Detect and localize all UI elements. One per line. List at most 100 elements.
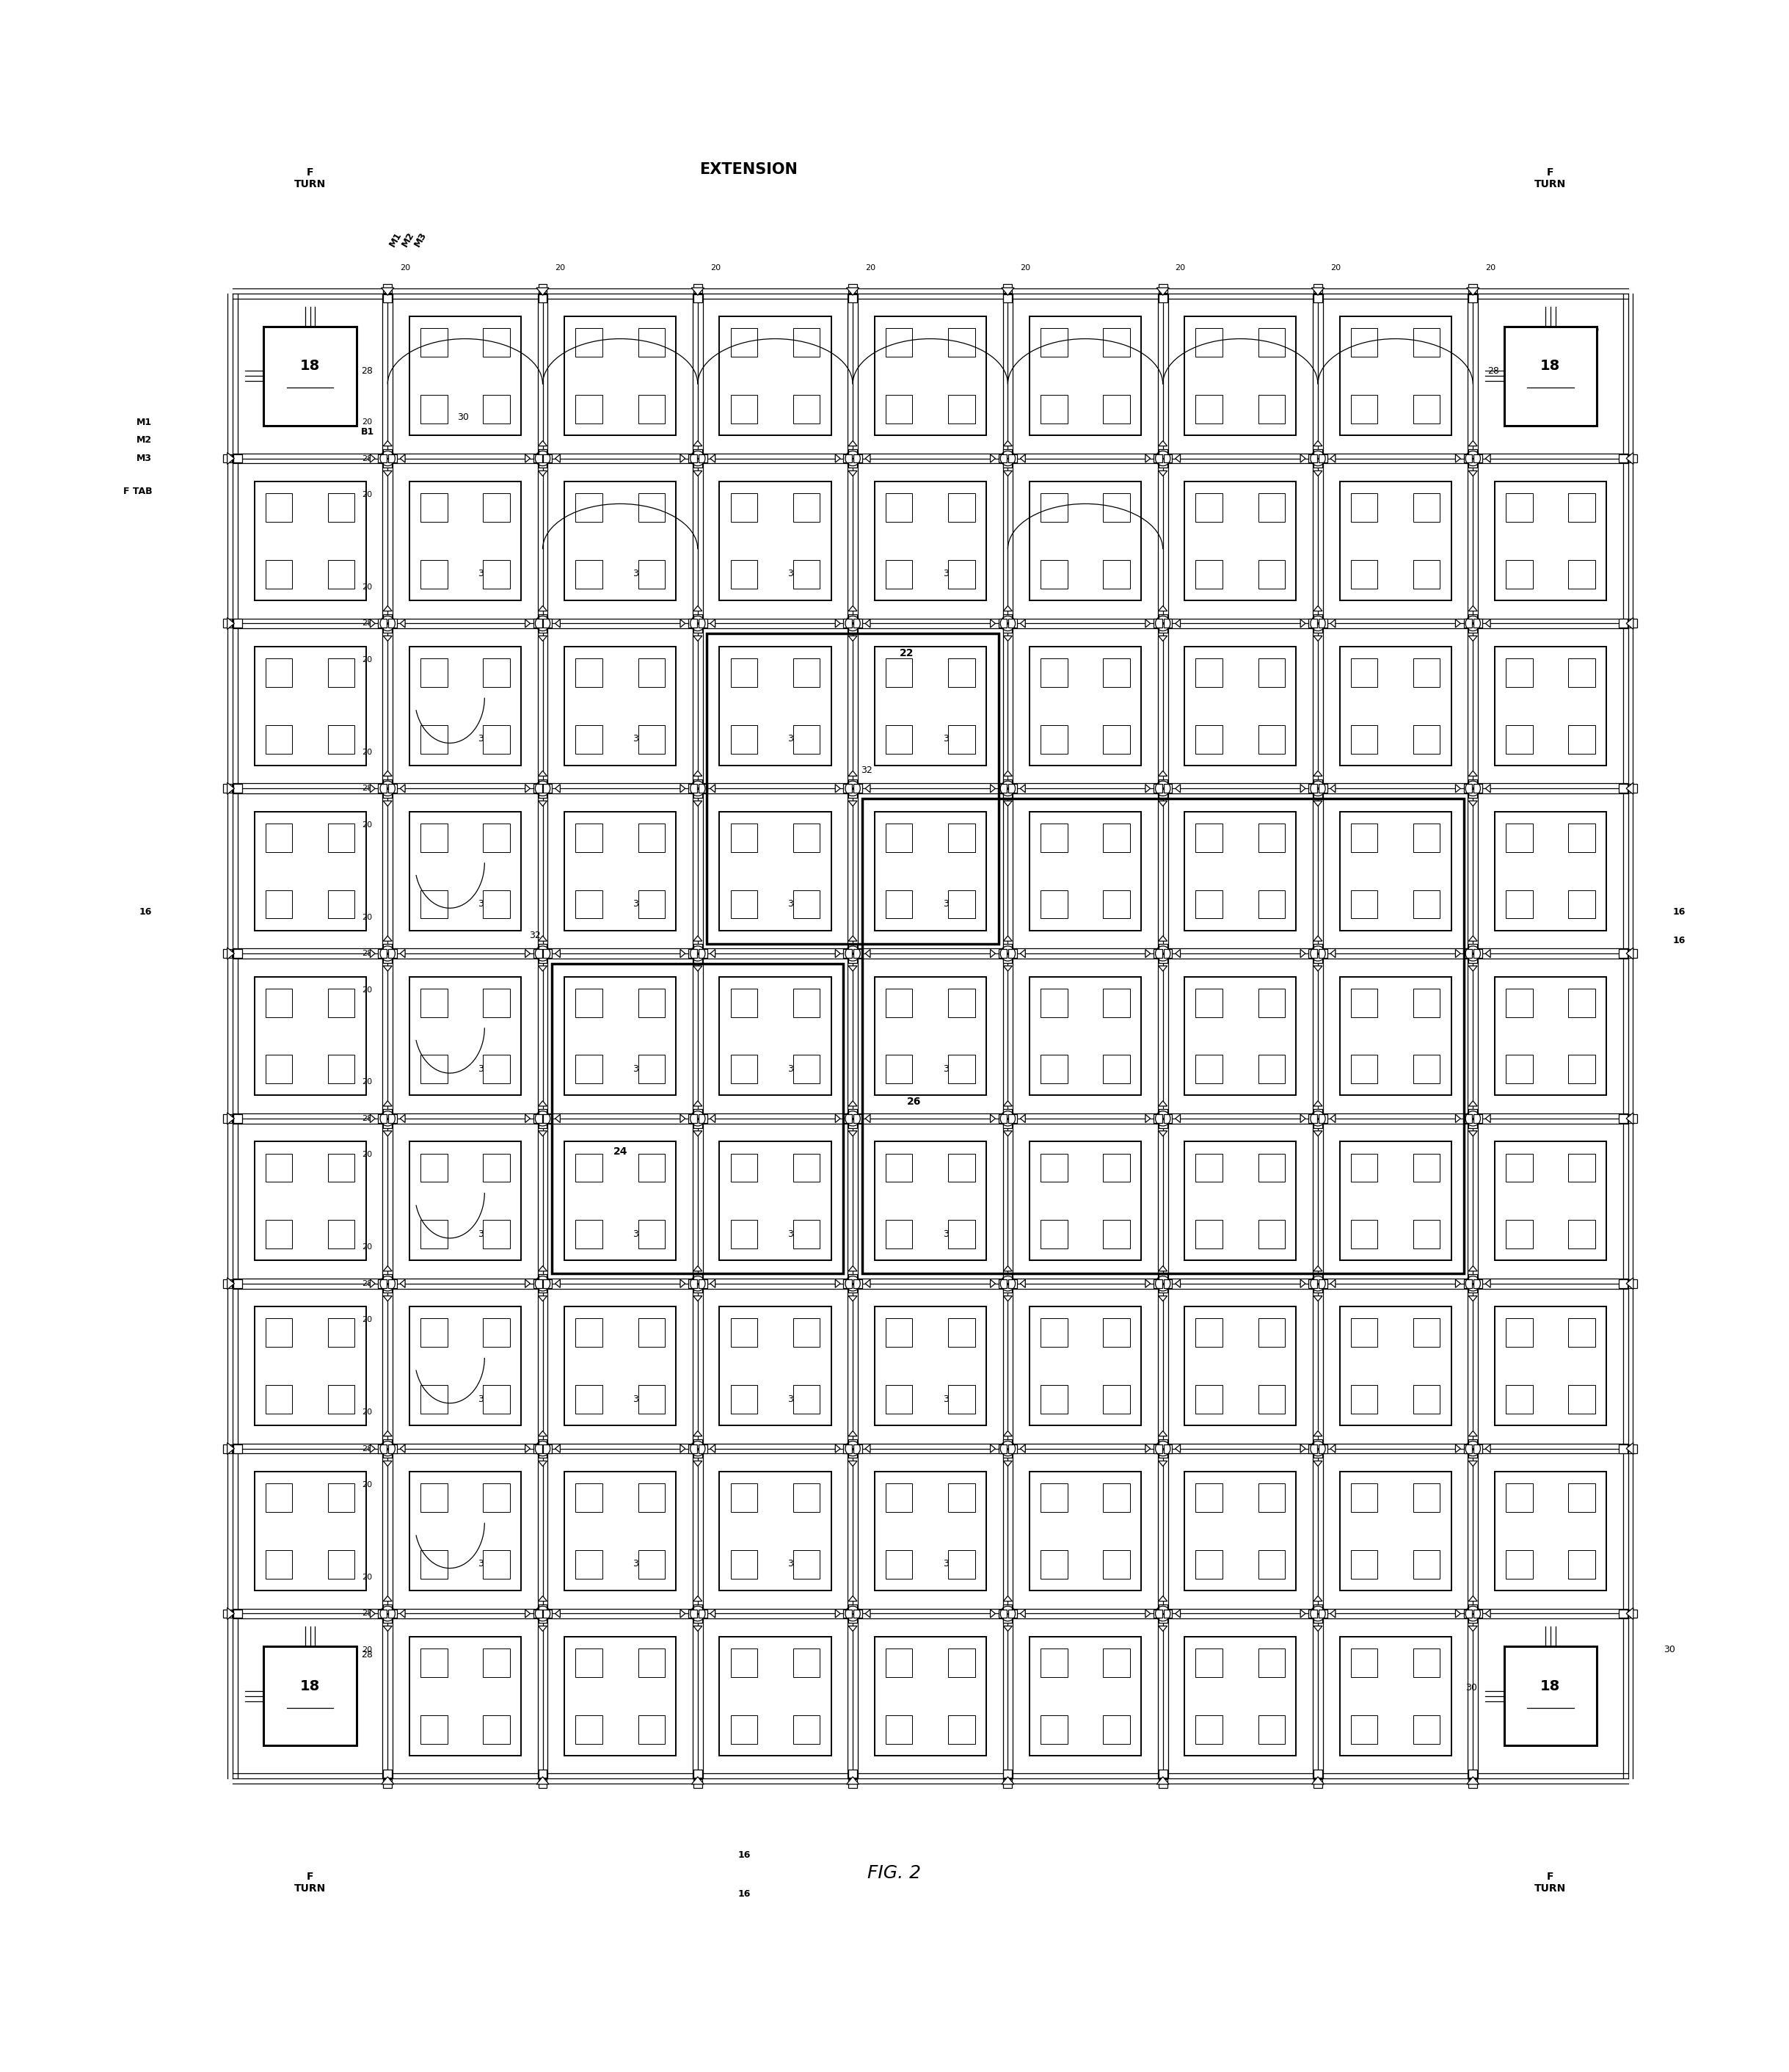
Bar [483, 1716, 510, 1745]
Text: 20: 20 [361, 657, 372, 663]
Polygon shape [1469, 771, 1478, 777]
Text: 20: 20 [555, 265, 565, 271]
Bar [538, 1109, 547, 1119]
Bar [1258, 891, 1285, 918]
Bar [1351, 1484, 1378, 1513]
Polygon shape [526, 1444, 530, 1452]
Polygon shape [538, 802, 547, 806]
Polygon shape [1456, 1115, 1460, 1123]
Bar [327, 1154, 354, 1181]
Bar [1041, 1550, 1068, 1579]
Bar [793, 891, 819, 918]
Polygon shape [538, 771, 547, 777]
Bar [730, 1220, 757, 1249]
Bar [1159, 284, 1166, 292]
Bar [265, 1055, 292, 1084]
Bar [639, 1484, 666, 1513]
Bar [886, 988, 912, 1017]
Bar [1159, 624, 1166, 632]
Polygon shape [555, 1610, 560, 1618]
Bar [1004, 779, 1013, 787]
Polygon shape [991, 1444, 995, 1452]
Bar [1154, 1278, 1163, 1289]
Bar [265, 891, 292, 918]
Bar [689, 1115, 698, 1123]
Bar [1494, 1307, 1607, 1426]
Bar [1413, 396, 1440, 423]
Bar [1340, 481, 1451, 601]
Bar [1313, 450, 1322, 458]
Polygon shape [538, 1295, 547, 1301]
Text: 28: 28 [361, 1649, 372, 1660]
Bar [1159, 1109, 1166, 1119]
Bar [1104, 327, 1131, 356]
Polygon shape [848, 636, 857, 640]
Polygon shape [1313, 1100, 1322, 1106]
Polygon shape [848, 1295, 857, 1301]
Bar [1029, 481, 1141, 601]
Bar [1104, 659, 1131, 688]
Text: 20: 20 [361, 914, 372, 920]
Text: F
TURN: F TURN [1535, 1871, 1567, 1894]
Bar [1469, 1769, 1478, 1778]
Polygon shape [1145, 620, 1150, 628]
Bar [698, 1278, 707, 1289]
Bar [1313, 779, 1322, 787]
Polygon shape [848, 1461, 857, 1467]
Bar [1004, 1769, 1013, 1778]
Bar [1413, 493, 1440, 522]
Bar [265, 659, 292, 688]
Bar [730, 891, 757, 918]
Polygon shape [555, 785, 560, 794]
Polygon shape [694, 1100, 701, 1106]
Polygon shape [694, 470, 701, 477]
Bar [1619, 783, 1628, 794]
Bar [1195, 1649, 1222, 1676]
Polygon shape [991, 620, 995, 628]
Bar [1154, 949, 1163, 957]
Bar [1104, 1055, 1131, 1084]
Polygon shape [1626, 1113, 1633, 1125]
Text: 34: 34 [943, 1394, 954, 1405]
Polygon shape [526, 1610, 530, 1618]
Bar [1029, 1142, 1141, 1260]
Bar [948, 1055, 975, 1084]
Polygon shape [1004, 802, 1013, 806]
Polygon shape [848, 1100, 857, 1106]
Polygon shape [710, 620, 716, 628]
Bar [553, 963, 843, 1274]
Polygon shape [401, 785, 404, 794]
Bar [1184, 976, 1297, 1096]
Bar [327, 559, 354, 588]
Bar [1163, 1115, 1172, 1123]
Bar [1258, 1384, 1285, 1413]
Bar [948, 1384, 975, 1413]
Bar [388, 1444, 397, 1452]
Bar [1318, 1115, 1327, 1123]
Bar [948, 1716, 975, 1745]
Text: 28: 28 [361, 367, 372, 375]
Bar [1163, 783, 1172, 794]
Polygon shape [866, 1444, 869, 1452]
Bar [719, 1471, 832, 1591]
Bar [383, 1614, 392, 1622]
Polygon shape [1145, 1444, 1150, 1452]
Bar [388, 1610, 397, 1618]
Bar [1474, 1610, 1483, 1618]
Bar [1004, 1109, 1013, 1119]
Polygon shape [848, 441, 857, 445]
Bar [1004, 1780, 1013, 1788]
Bar [533, 1115, 542, 1123]
Polygon shape [1469, 636, 1478, 640]
Polygon shape [848, 771, 857, 777]
Bar [1159, 789, 1166, 798]
Bar [1313, 953, 1322, 963]
Bar [1258, 659, 1285, 688]
Polygon shape [1145, 1115, 1150, 1123]
Bar [843, 783, 852, 794]
Polygon shape [370, 1115, 376, 1123]
Polygon shape [694, 802, 701, 806]
Bar [730, 1484, 757, 1513]
Polygon shape [383, 966, 392, 972]
Bar [1004, 450, 1013, 458]
